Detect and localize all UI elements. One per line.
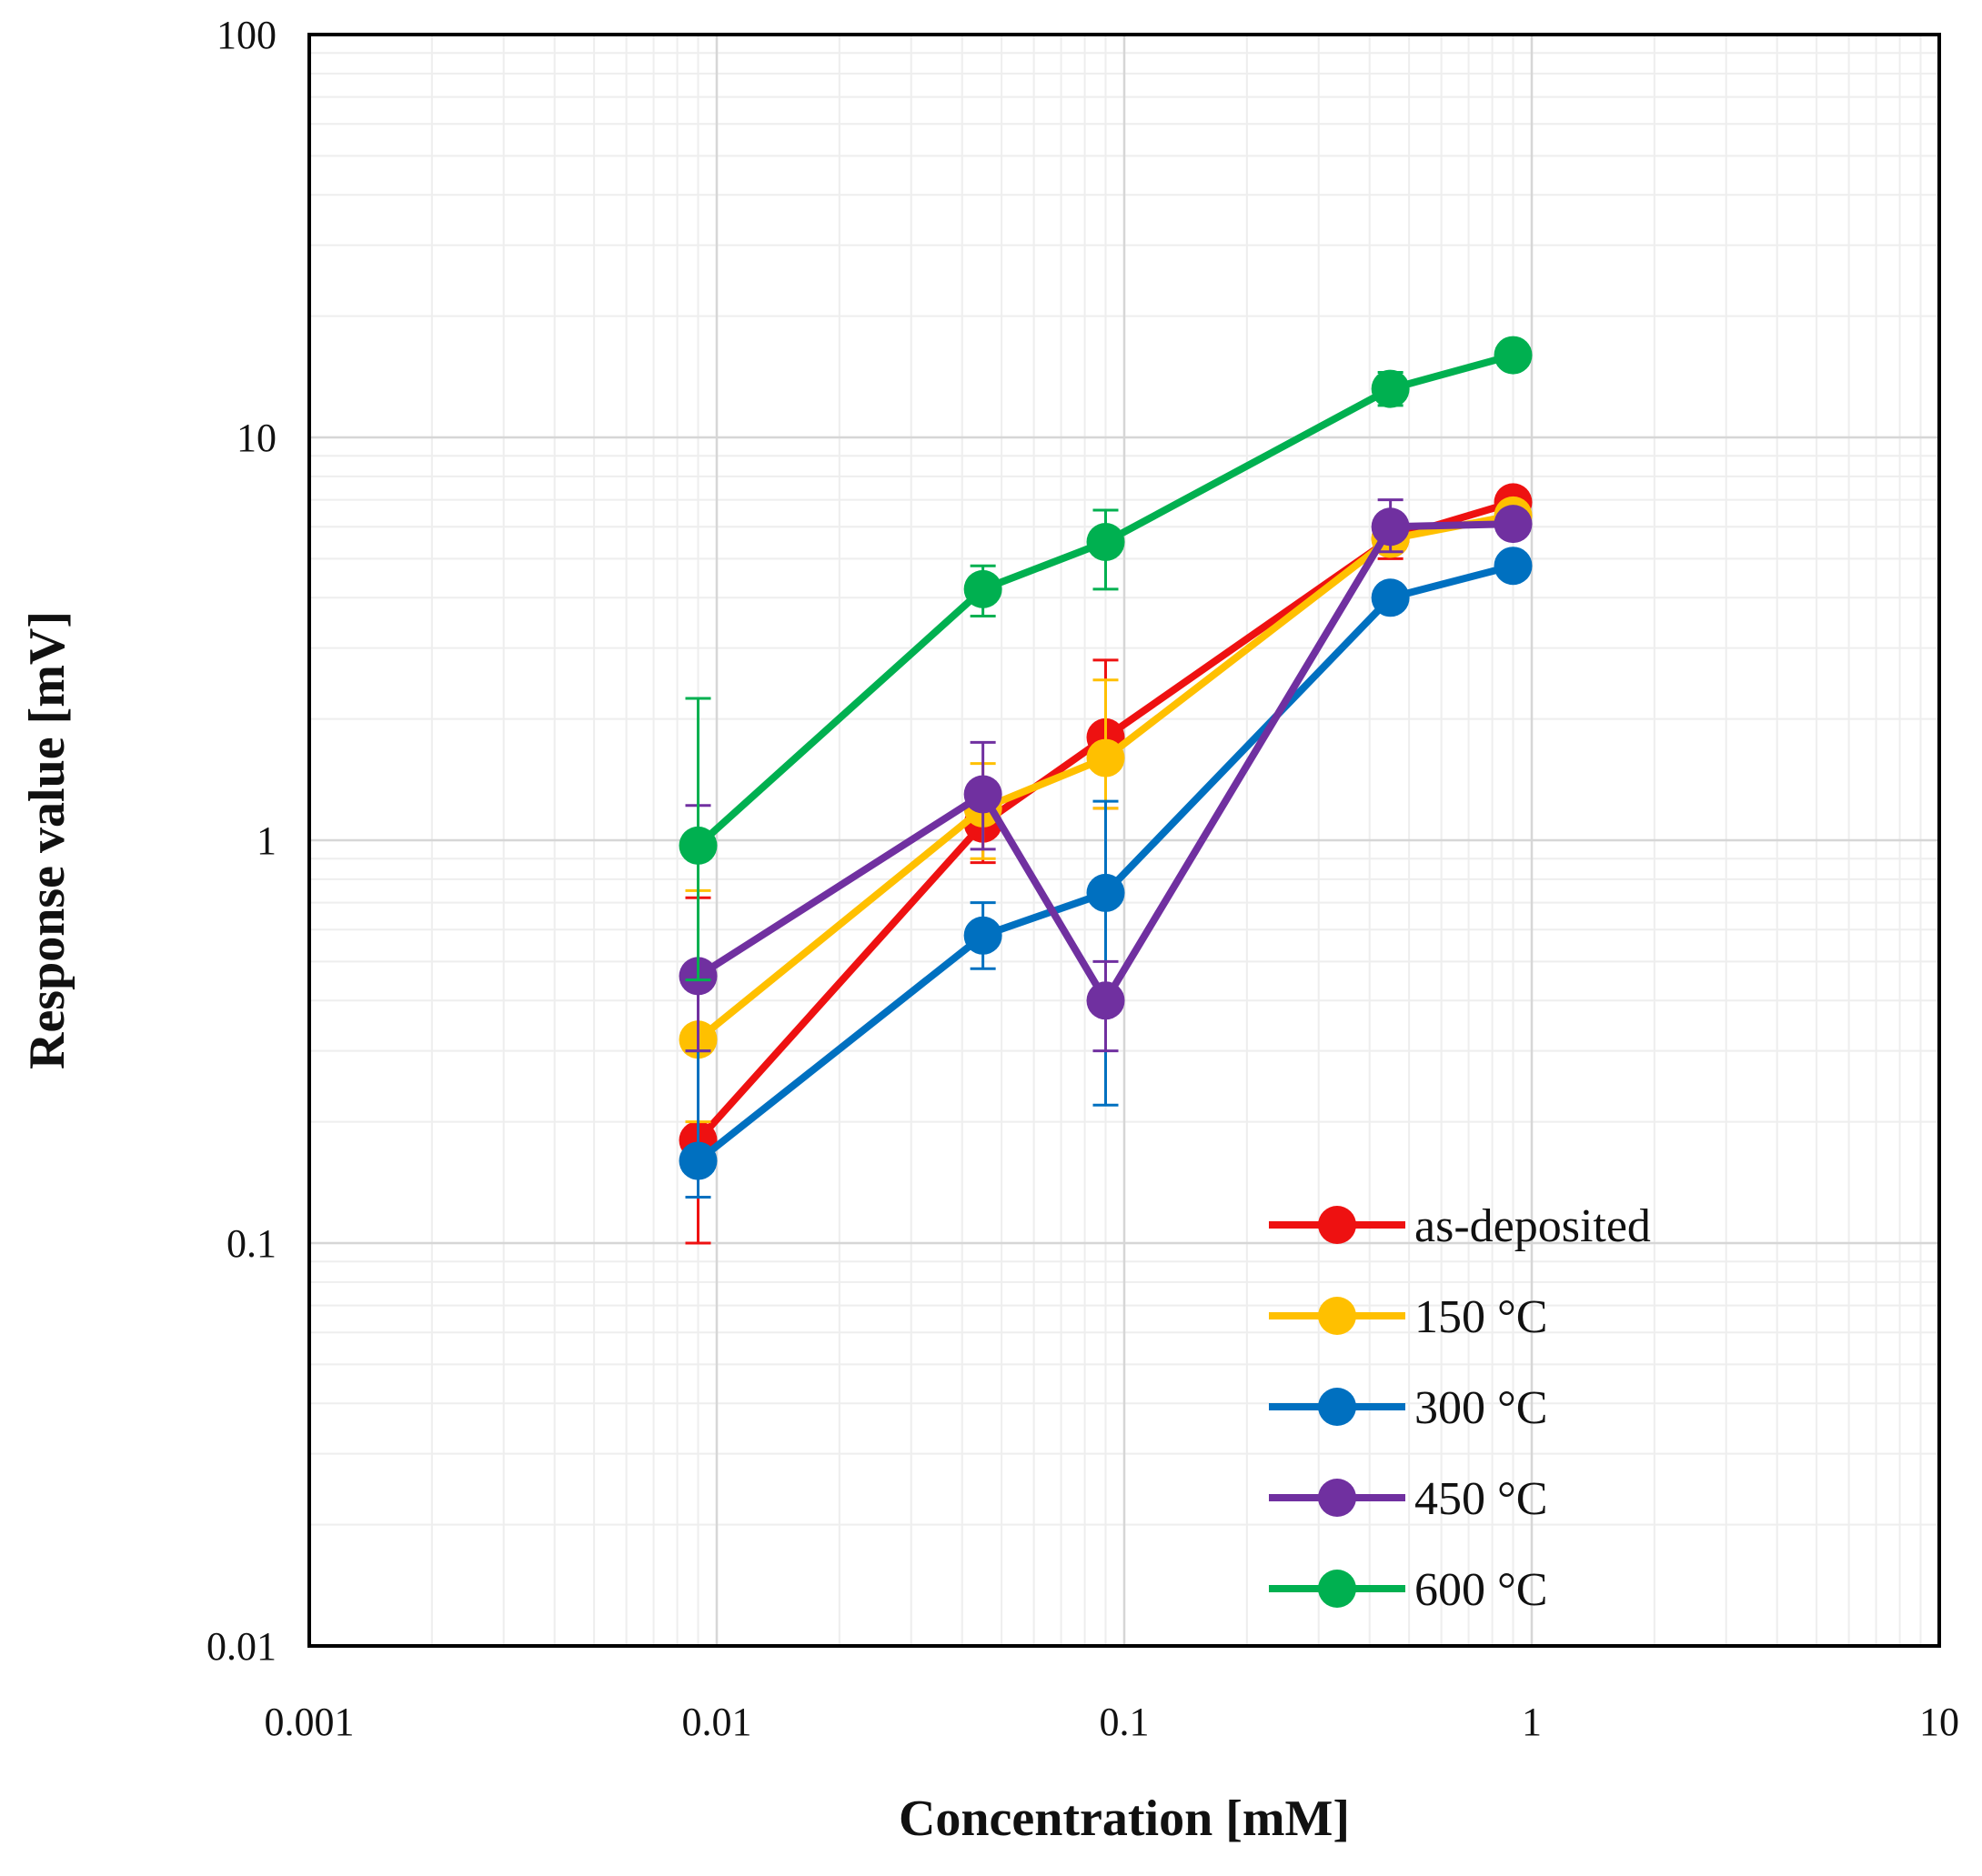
data-point bbox=[963, 775, 1002, 814]
x-tick-label: 0.1 bbox=[1100, 1700, 1150, 1744]
legend-marker bbox=[1318, 1206, 1356, 1244]
legend-marker bbox=[1318, 1479, 1356, 1517]
legend-label: 450 °C bbox=[1414, 1473, 1547, 1525]
data-point bbox=[1371, 369, 1410, 408]
legend: as-deposited 150 °C 300 °C 450 °C 600 °C bbox=[1269, 1200, 1651, 1616]
y-tick-label: 0.1 bbox=[226, 1221, 277, 1266]
plot-frame bbox=[307, 33, 1941, 1648]
legend-marker bbox=[1318, 1297, 1356, 1335]
data-point bbox=[1371, 578, 1410, 617]
series-layer bbox=[679, 336, 1533, 1245]
legend-label: as-deposited bbox=[1414, 1200, 1651, 1252]
x-axis-title: Concentration [mM] bbox=[899, 1791, 1350, 1847]
data-point bbox=[963, 569, 1002, 608]
y-axis-title: Response value [mV] bbox=[19, 611, 75, 1069]
data-point bbox=[1086, 523, 1125, 562]
legend-marker bbox=[1318, 1388, 1356, 1426]
data-point bbox=[1086, 873, 1125, 912]
y-tick-label: 1 bbox=[257, 818, 277, 863]
legend-item: 150 °C bbox=[1269, 1291, 1547, 1343]
x-tick-label: 0.001 bbox=[265, 1700, 355, 1744]
legend-item: 300 °C bbox=[1269, 1382, 1547, 1434]
x-tick-labels: 0.001 0.01 0.1 1 10 bbox=[265, 1700, 1960, 1744]
data-point bbox=[679, 826, 718, 865]
legend-label: 600 °C bbox=[1414, 1564, 1547, 1616]
x-tick-label: 10 bbox=[1919, 1700, 1959, 1744]
y-tick-label: 10 bbox=[236, 416, 277, 460]
legend-label: 300 °C bbox=[1414, 1382, 1547, 1434]
data-point bbox=[1371, 507, 1410, 547]
y-tick-labels: 0.01 0.1 1 10 100 bbox=[206, 13, 277, 1669]
legend-marker bbox=[1318, 1570, 1356, 1608]
series-2 bbox=[679, 547, 1533, 1199]
x-tick-label: 1 bbox=[1522, 1700, 1542, 1744]
x-tick-label: 0.01 bbox=[682, 1700, 752, 1744]
data-point bbox=[1494, 336, 1533, 375]
data-point bbox=[963, 916, 1002, 955]
data-point bbox=[1494, 505, 1533, 544]
data-point bbox=[1494, 547, 1533, 586]
series-4 bbox=[679, 336, 1533, 982]
legend-item: 450 °C bbox=[1269, 1473, 1547, 1525]
data-point bbox=[679, 1141, 718, 1180]
legend-item: as-deposited bbox=[1269, 1200, 1651, 1252]
y-tick-label: 100 bbox=[216, 13, 277, 57]
data-point bbox=[1086, 738, 1125, 777]
legend-item: 600 °C bbox=[1269, 1564, 1547, 1616]
legend-label: 150 °C bbox=[1414, 1291, 1547, 1343]
data-point bbox=[1086, 981, 1125, 1020]
y-tick-label: 0.01 bbox=[206, 1624, 277, 1669]
